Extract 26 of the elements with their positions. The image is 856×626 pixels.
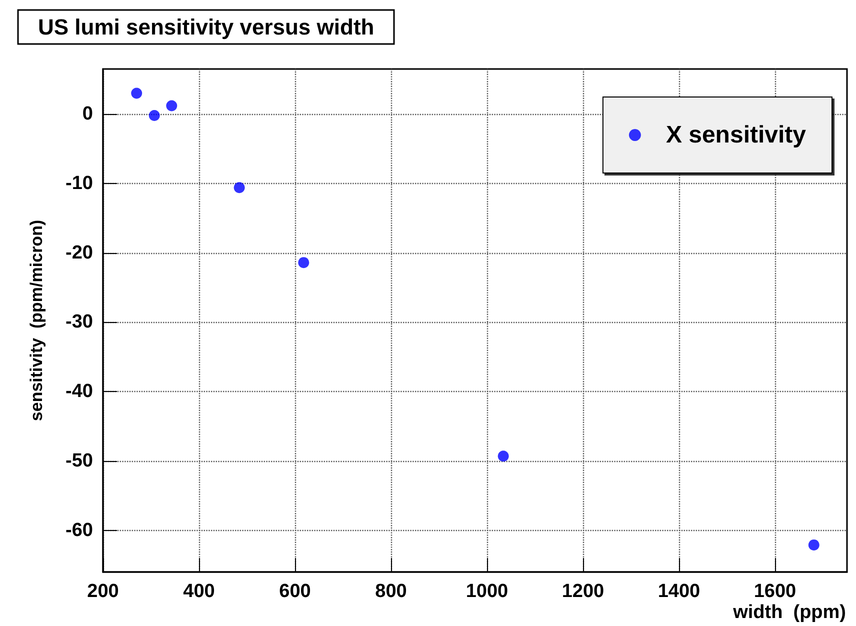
point [498,450,509,462]
y-tick-label: 0 [82,104,93,125]
x-tick-label: 200 [87,581,119,602]
x-tick-label: 1200 [562,581,604,602]
x-tick-label: 600 [279,581,311,602]
y-tick-label: -50 [66,450,93,472]
y-tick-label: -60 [66,520,93,541]
point [148,110,160,121]
y-tick-label: -30 [66,312,93,333]
x-tick-label: 400 [183,581,215,602]
x-tick-label: 1400 [658,581,700,602]
point [131,88,142,99]
x-tick-label: 1600 [754,581,796,602]
x-tick-label: 800 [375,581,407,602]
y-tick-label: -40 [66,381,93,402]
y-tick-label: -10 [66,172,93,194]
y-tick-label: -20 [66,242,93,264]
x-axis-title: width (ppm) [732,602,846,623]
legend-label: X sensitivity [666,122,807,148]
point [298,257,310,268]
chart-title: US lumi sensitivity versus width [38,14,374,40]
y-axis-title: sensitivity (ppm/micron) [27,220,46,422]
point [808,539,820,550]
x-tick-label: 1000 [466,581,508,602]
point [234,182,245,194]
point [166,100,178,112]
